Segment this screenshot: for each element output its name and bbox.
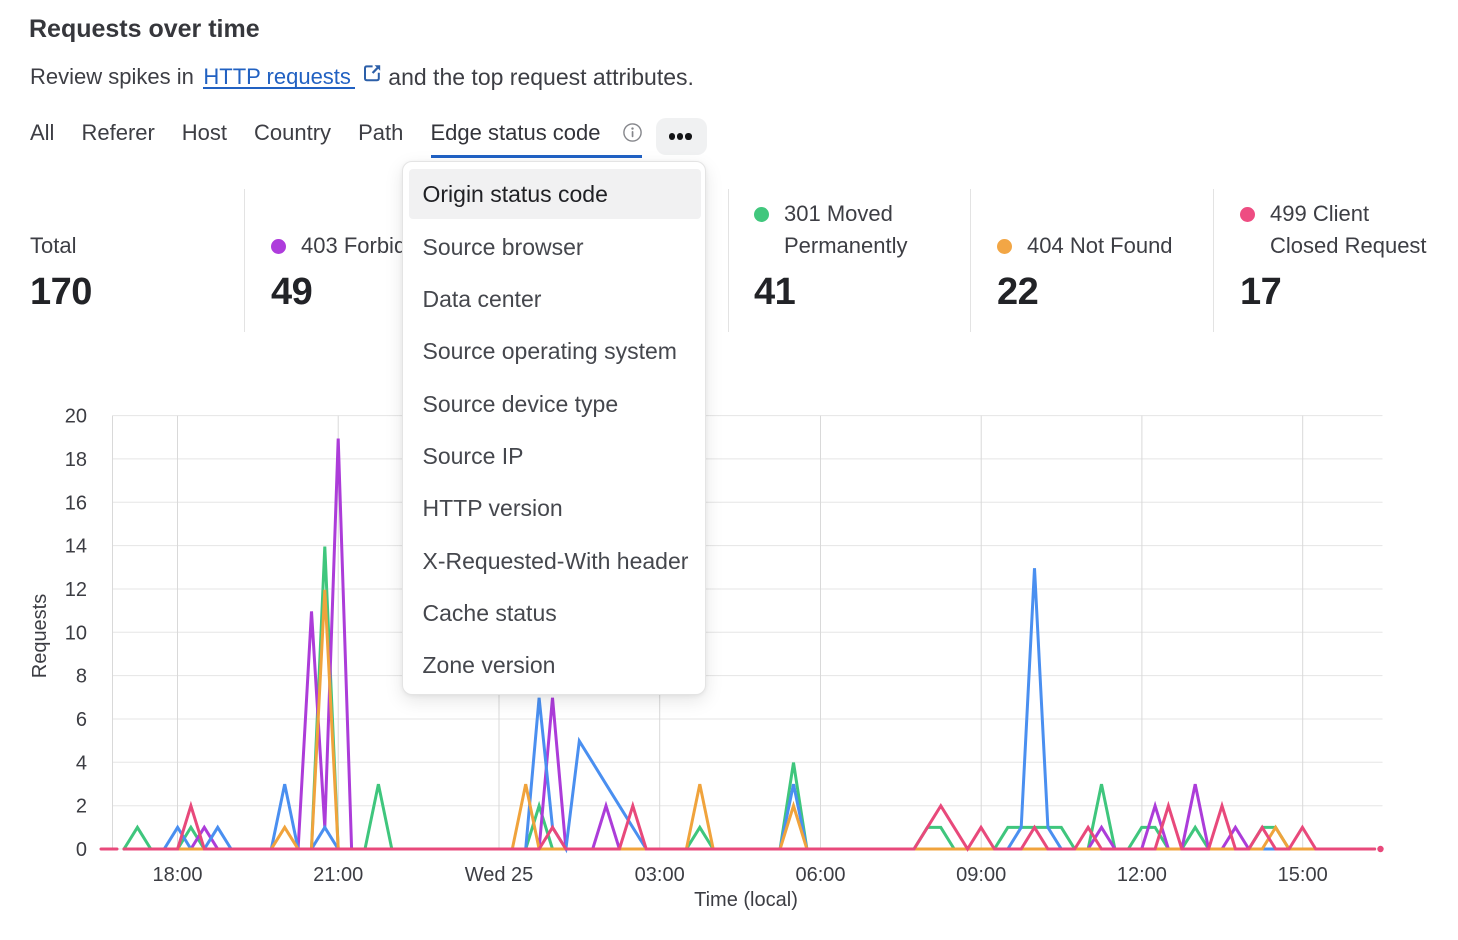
svg-text:06:00: 06:00 (795, 864, 845, 886)
svg-text:Requests: Requests (29, 594, 51, 679)
svg-text:Time (local): Time (local) (694, 889, 798, 911)
svg-text:6: 6 (76, 709, 87, 731)
svg-text:09:00: 09:00 (956, 864, 1006, 886)
svg-text:15:00: 15:00 (1278, 864, 1328, 886)
svg-text:8: 8 (76, 666, 87, 688)
svg-text:20: 20 (65, 406, 87, 428)
svg-text:12: 12 (65, 579, 87, 601)
svg-text:10: 10 (65, 622, 87, 644)
svg-text:0: 0 (76, 839, 87, 861)
svg-text:03:00: 03:00 (635, 864, 685, 886)
svg-text:2: 2 (76, 796, 87, 818)
svg-text:21:00: 21:00 (313, 864, 363, 886)
svg-text:16: 16 (65, 492, 87, 514)
svg-text:18: 18 (65, 449, 87, 471)
svg-text:Wed 25: Wed 25 (465, 864, 534, 886)
svg-text:18:00: 18:00 (152, 864, 202, 886)
svg-text:12:00: 12:00 (1117, 864, 1167, 886)
svg-text:14: 14 (65, 536, 87, 558)
svg-text:4: 4 (76, 752, 87, 774)
